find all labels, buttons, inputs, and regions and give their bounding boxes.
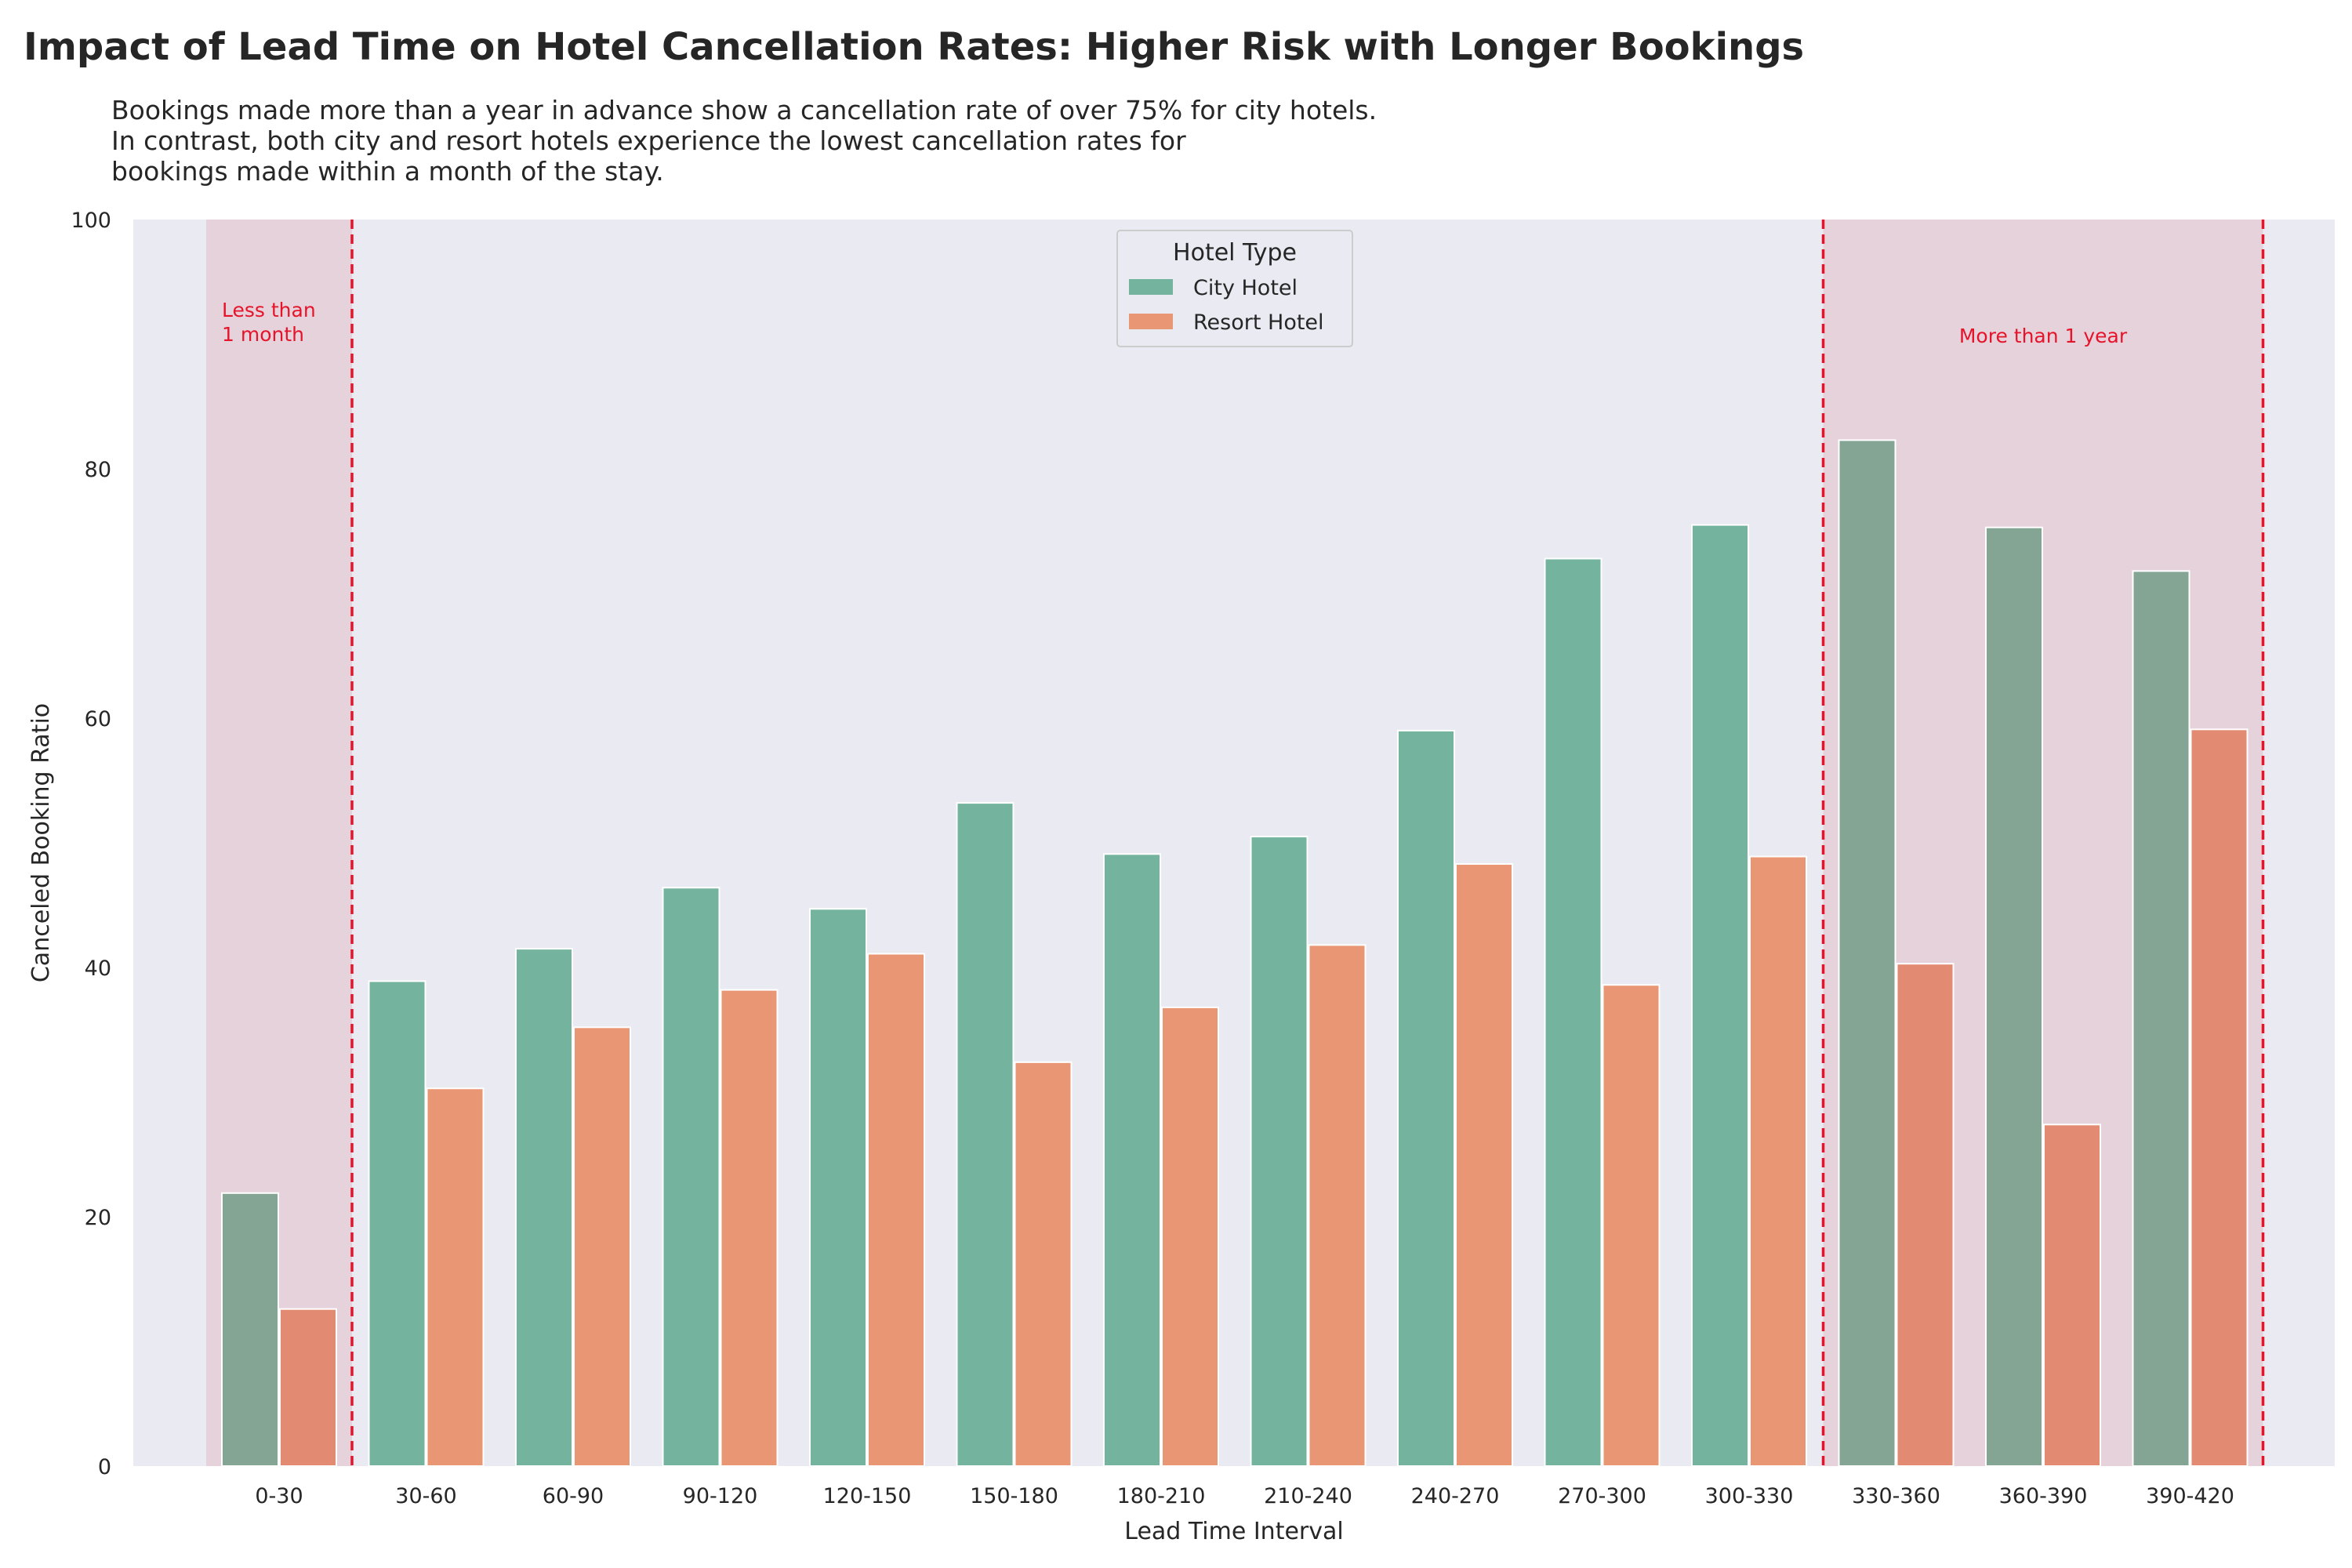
x-tick-label: 90-120 [683,1484,758,1508]
highlight-label-line: 1 month [222,323,304,346]
bar-city-hotel-270-300 [1545,558,1602,1466]
bar-resort-hotel-30-60 [427,1088,484,1466]
legend-label-resort-hotel: Resort Hotel [1193,310,1324,335]
bar-resort-hotel-150-180 [1015,1062,1072,1466]
highlight-label-line: Less than [222,299,316,321]
bar-city-hotel-30-60 [369,981,426,1466]
x-tick-label: 30-60 [395,1484,456,1508]
x-tick-label: 0-30 [255,1484,303,1508]
x-tick-label: 60-90 [543,1484,604,1508]
x-axis-label: Lead Time Interval [1124,1518,1343,1545]
x-tick-label: 390-420 [2146,1484,2234,1508]
legend-swatch-city-hotel [1129,279,1173,295]
y-tick-label: 100 [71,209,111,233]
bar-city-hotel-150-180 [957,803,1014,1466]
legend: Hotel Type City Hotel Resort Hotel [1117,230,1352,347]
bar-city-hotel-90-120 [663,887,720,1466]
bar-resort-hotel-300-330 [1750,856,1806,1466]
bar-resort-hotel-60-90 [574,1027,630,1466]
bar-city-hotel-330-360 [1839,440,1896,1466]
bar-resort-hotel-210-240 [1309,945,1366,1466]
x-tick-label: 240-270 [1411,1484,1500,1508]
highlight-label-line: More than 1 year [1959,325,2128,347]
y-tick-label: 60 [85,707,111,731]
y-axis: 0 20 40 60 80 100 [71,209,111,1479]
bar-city-hotel-0-30 [222,1193,278,1466]
x-tick-label: 120-150 [823,1484,912,1508]
y-tick-label: 0 [98,1455,111,1479]
y-tick-label: 20 [85,1206,111,1230]
x-tick-label: 300-330 [1705,1484,1794,1508]
chart-subtitle-line-1: Bookings made more than a year in advanc… [111,95,1377,125]
bar-resort-hotel-240-270 [1456,864,1512,1466]
bar-city-hotel-300-330 [1692,525,1748,1466]
x-axis: 0-30 30-60 60-90 90-120 120-150 150-180 180-21… [255,1484,2234,1508]
legend-swatch-resort-hotel [1129,314,1173,329]
bar-resort-hotel-90-120 [721,990,778,1466]
chart-subtitle-line-3: bookings made within a month of the stay… [111,156,664,187]
bar-city-hotel-240-270 [1398,731,1454,1466]
y-tick-label: 40 [85,956,111,981]
x-tick-label: 270-300 [1558,1484,1646,1508]
bar-resort-hotel-390-420 [2191,729,2248,1466]
chart-title: Impact of Lead Time on Hotel Cancellatio… [24,25,1804,69]
bar-city-hotel-390-420 [2133,571,2190,1466]
bar-resort-hotel-0-30 [280,1309,336,1466]
bar-city-hotel-60-90 [516,949,572,1466]
bar-city-hotel-120-150 [810,909,866,1466]
bar-city-hotel-180-210 [1104,854,1160,1466]
chart-subtitle-line-2: In contrast, both city and resort hotels… [111,125,1186,156]
bar-city-hotel-210-240 [1251,837,1308,1466]
y-tick-label: 80 [85,458,111,482]
y-axis-label: Canceled Booking Ratio [27,703,55,982]
x-tick-label: 330-360 [1852,1484,1940,1508]
bar-resort-hotel-180-210 [1162,1007,1218,1466]
x-tick-label: 150-180 [970,1484,1058,1508]
x-tick-label: 210-240 [1264,1484,1352,1508]
legend-label-city-hotel: City Hotel [1193,276,1298,300]
bar-resort-hotel-330-360 [1897,964,1954,1466]
bar-city-hotel-360-390 [1986,528,2042,1466]
x-tick-label: 360-390 [1999,1484,2088,1508]
legend-title: Hotel Type [1173,239,1297,267]
bar-resort-hotel-360-390 [2044,1124,2100,1466]
bar-resort-hotel-270-300 [1603,985,1660,1466]
bar-resort-hotel-120-150 [868,954,924,1466]
x-tick-label: 180-210 [1117,1484,1206,1508]
highlight-label-1: More than 1 year [1959,325,2128,347]
